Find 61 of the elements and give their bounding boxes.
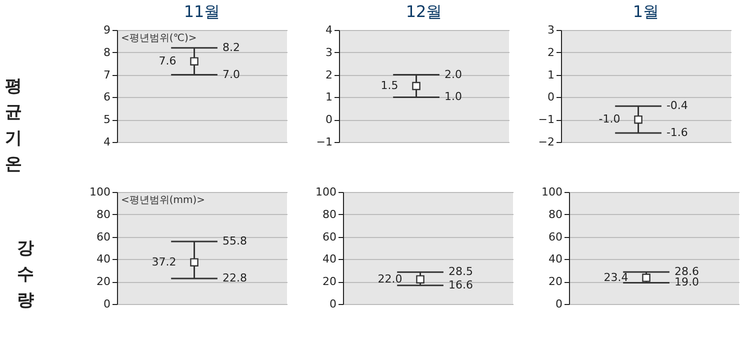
y-tick-label: 6 [104, 90, 110, 104]
y-tick-label: 80 [548, 208, 562, 221]
y-tick-label: 100 [542, 186, 562, 198]
annotation: -0.4 [666, 99, 688, 112]
y-tick-label: 80 [322, 208, 336, 221]
y-tick-label: 5 [104, 113, 110, 126]
annotation: 1.0 [444, 90, 462, 104]
chart-title: 11월 [184, 2, 220, 21]
y-tick-label: 8 [104, 46, 110, 59]
y-tick-label: 80 [96, 208, 110, 221]
y-tick-label: 4 [326, 24, 332, 36]
y-tick-label: 60 [322, 230, 336, 244]
y-tick-label: 9 [104, 24, 110, 36]
y-tick-label: −2 [538, 136, 554, 148]
y-tick-label: 40 [322, 252, 336, 266]
annotation: 2.0 [444, 68, 462, 81]
data-label: 23.4 [604, 270, 628, 284]
y-tick-label: 0 [326, 113, 332, 126]
data-label: 22.0 [378, 272, 402, 286]
y-tick-label: −1 [316, 136, 332, 148]
data-label: 1.5 [380, 79, 398, 92]
annotation: 22.8 [222, 271, 247, 284]
y-tick-label: 3 [548, 24, 554, 36]
y-tick-label: 1 [548, 68, 554, 82]
y-tick-label: 40 [96, 252, 110, 266]
chart-title: 12월 [406, 2, 442, 21]
y-axis-title: 강수량 [17, 238, 34, 310]
y-tick-label: 2 [326, 68, 332, 82]
y-tick-label: 100 [90, 186, 110, 198]
y-axis-title: 평균기온 [5, 76, 22, 174]
annotation: 7.0 [222, 68, 240, 81]
y-tick-label: 20 [96, 275, 110, 288]
y-tick-label: 20 [322, 275, 336, 288]
y-tick-label: 0 [330, 298, 336, 310]
annotation: 28.5 [448, 265, 473, 278]
y-tick-label: 2 [548, 46, 554, 59]
data-label: 7.6 [158, 54, 176, 68]
chart-subtitle: <평년범위(℃)> [121, 33, 197, 44]
y-tick-label: 0 [548, 90, 554, 104]
data-label: 37.2 [152, 255, 176, 268]
y-tick-label: −1 [538, 113, 554, 126]
annotation: 19.0 [674, 276, 699, 289]
y-tick-label: 3 [326, 46, 332, 59]
y-tick-label: 40 [548, 252, 562, 266]
data-label: -1.0 [598, 112, 620, 126]
annotation: 8.2 [222, 40, 240, 54]
annotation: 28.6 [674, 264, 699, 278]
y-tick-label: 20 [548, 275, 562, 288]
y-tick-label: 4 [104, 136, 110, 148]
y-tick-label: 1 [326, 90, 332, 104]
y-tick-label: 7 [104, 68, 110, 82]
y-tick-label: 0 [556, 298, 562, 310]
annotation: -1.6 [666, 126, 688, 140]
y-tick-label: 0 [104, 298, 110, 310]
annotation: 55.8 [222, 234, 247, 248]
chart-subtitle: <평년범위(mm)> [121, 195, 206, 206]
chart-title: 1월 [632, 2, 660, 21]
y-tick-label: 60 [548, 230, 562, 244]
annotation: 16.6 [448, 278, 473, 292]
y-tick-label: 100 [316, 186, 336, 198]
y-tick-label: 60 [96, 230, 110, 244]
